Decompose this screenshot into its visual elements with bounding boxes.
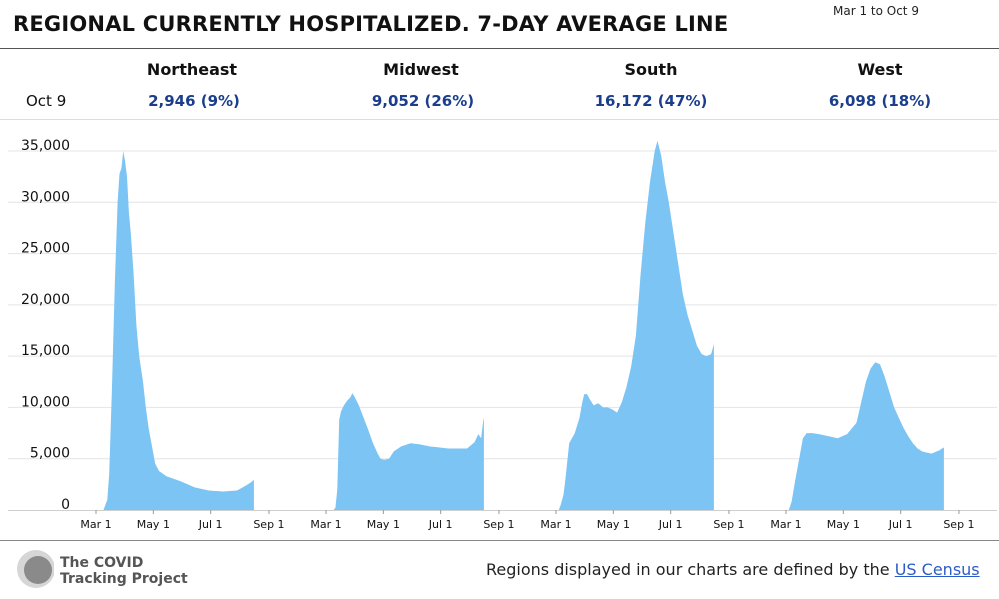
x-tick-label: May 1 bbox=[137, 518, 170, 531]
y-tick-label: 30,000 bbox=[21, 189, 70, 205]
x-tick-label: Sep 1 bbox=[713, 518, 744, 531]
x-tick-label: Jul 1 bbox=[888, 518, 913, 531]
y-tick-label: 20,000 bbox=[21, 292, 70, 308]
x-tick-label: Sep 1 bbox=[253, 518, 284, 531]
us-census-link[interactable]: US Census bbox=[894, 560, 980, 579]
summary-divider bbox=[0, 119, 999, 120]
x-tick-label: Mar 1 bbox=[770, 518, 801, 531]
area-series-south bbox=[556, 140, 714, 510]
x-tick-label: Sep 1 bbox=[943, 518, 974, 531]
y-tick-label: 10,000 bbox=[21, 394, 70, 410]
covid-tracking-logo-icon bbox=[17, 550, 54, 588]
x-tick-label: May 1 bbox=[597, 518, 630, 531]
x-tick-label: Mar 1 bbox=[80, 518, 111, 531]
region-name-south: South bbox=[624, 60, 678, 79]
x-tick-label: Sep 1 bbox=[483, 518, 514, 531]
area-series-midwest bbox=[326, 393, 484, 510]
y-tick-label: 35,000 bbox=[21, 138, 70, 154]
y-tick-label: 5,000 bbox=[30, 446, 70, 462]
y-tick-label: 0 bbox=[61, 497, 70, 513]
logo-line-1: The COVID bbox=[60, 555, 144, 571]
region-value-midwest: 9,052 (26%) bbox=[371, 92, 475, 110]
logo-line-2: Tracking Project bbox=[60, 571, 188, 587]
area-series-west bbox=[786, 362, 944, 510]
region-name-northeast: Northeast bbox=[146, 60, 238, 79]
area-series-northeast bbox=[96, 151, 254, 510]
x-tick-label: May 1 bbox=[827, 518, 860, 531]
x-tick-label: Jul 1 bbox=[428, 518, 453, 531]
y-tick-label: 15,000 bbox=[21, 343, 70, 359]
footer-divider bbox=[0, 540, 999, 541]
y-tick-label: 25,000 bbox=[21, 241, 70, 257]
x-tick-label: May 1 bbox=[367, 518, 400, 531]
footer-note-text: Regions displayed in our charts are defi… bbox=[486, 560, 895, 579]
header-divider bbox=[0, 48, 999, 49]
region-name-midwest: Midwest bbox=[383, 60, 459, 79]
region-value-south: 16,172 (47%) bbox=[594, 92, 708, 110]
current-date-label: Oct 9 bbox=[26, 92, 67, 110]
footer-note: Regions displayed in our charts are defi… bbox=[486, 560, 980, 579]
x-tick-label: Mar 1 bbox=[310, 518, 341, 531]
region-name-west: West bbox=[857, 60, 903, 79]
logo-text: The COVID Tracking Project bbox=[60, 555, 188, 587]
x-tick-label: Jul 1 bbox=[198, 518, 223, 531]
region-value-northeast: 2,946 (9%) bbox=[148, 92, 240, 110]
chart-title: REGIONAL CURRENTLY HOSPITALIZED. 7-DAY A… bbox=[13, 12, 729, 36]
x-tick-label: Mar 1 bbox=[540, 518, 571, 531]
chart-area: 0 5,000 10,000 15,000 20,000 25,000 30,000 35,0… bbox=[8, 138, 997, 531]
x-tick-label: Jul 1 bbox=[658, 518, 683, 531]
region-value-west: 6,098 (18%) bbox=[828, 92, 932, 110]
date-range: Mar 1 to Oct 9 bbox=[833, 4, 919, 18]
